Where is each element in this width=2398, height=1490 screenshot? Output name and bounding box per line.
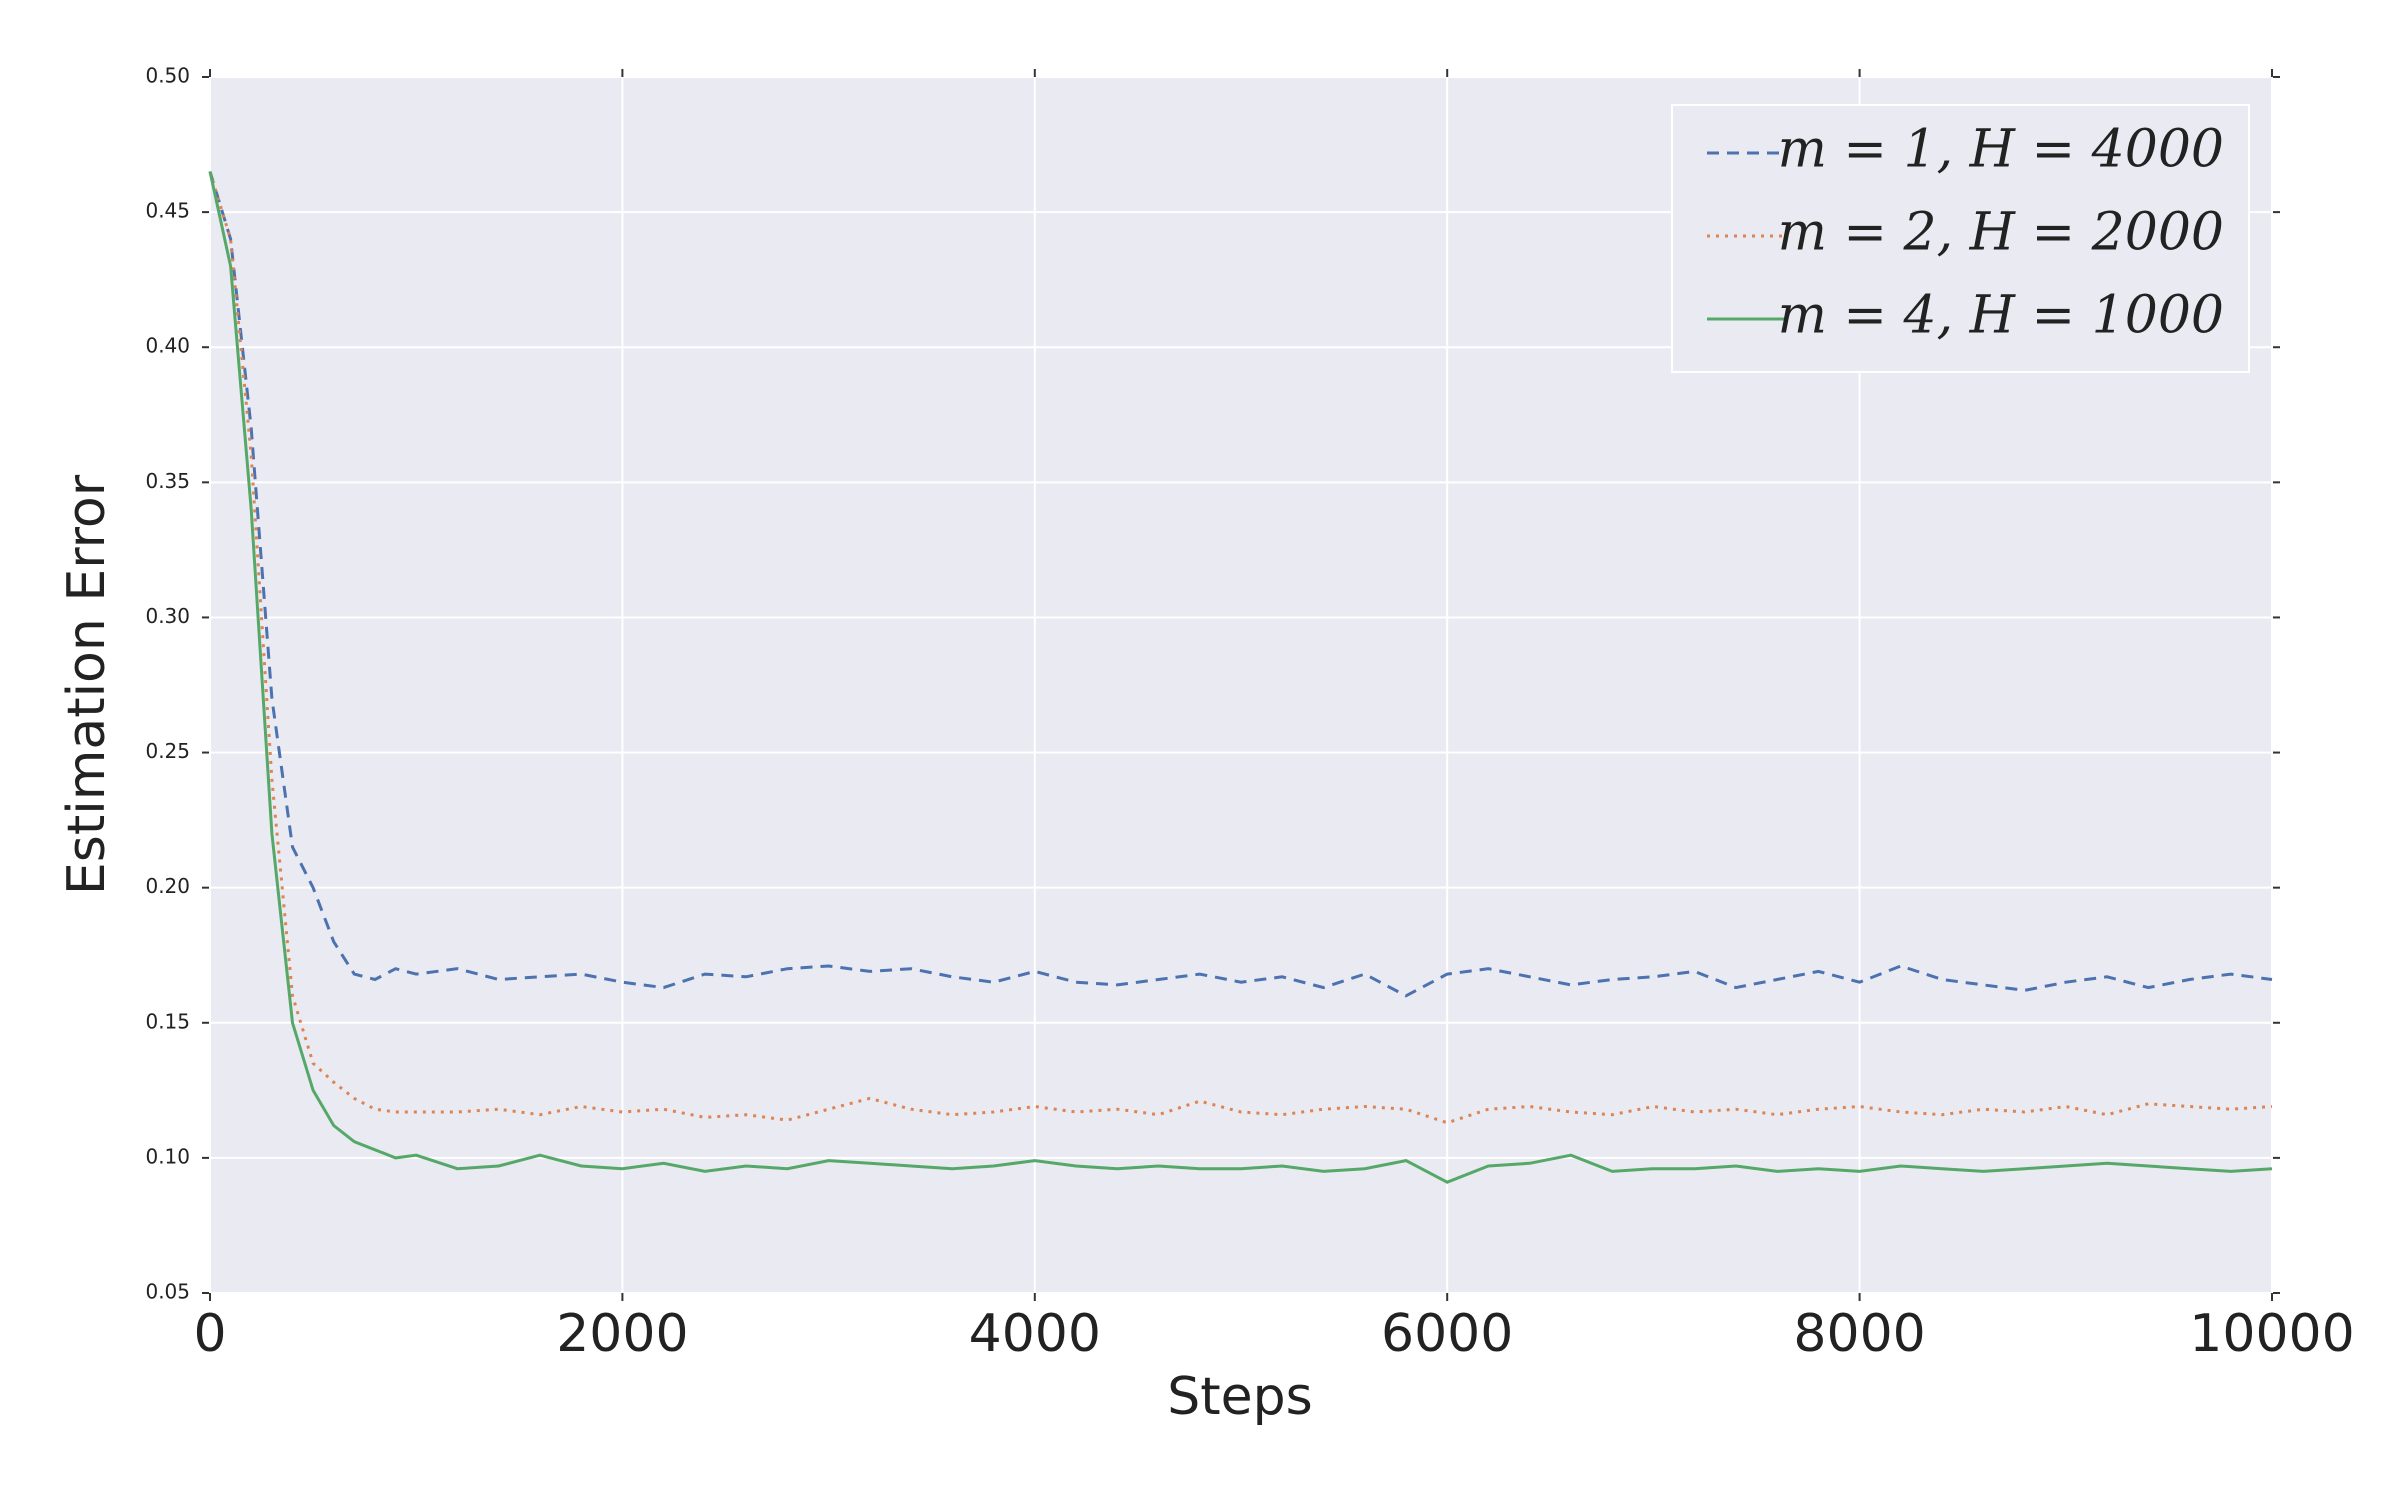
y-tick-label: 0.25 <box>145 739 190 763</box>
x-tick-label: 8000 <box>1793 1304 1925 1364</box>
legend-box <box>1671 104 2250 373</box>
y-tick-label: 0.15 <box>145 1009 190 1033</box>
series-line <box>208 171 2273 1184</box>
legend-label: m = 1, H = 4000 <box>1778 120 2224 180</box>
series-line <box>208 171 2273 998</box>
legend-label: m = 4, H = 1000 <box>1778 286 2224 346</box>
x-tick-label: 0 <box>193 1304 226 1364</box>
y-tick-label: 0.35 <box>145 469 190 493</box>
x-tick-label: 2000 <box>556 1304 688 1364</box>
y-tick-label: 0.30 <box>145 604 190 628</box>
x-tick-label: 4000 <box>969 1304 1101 1364</box>
legend-label: m = 2, H = 2000 <box>1778 203 2224 263</box>
y-tick-label: 0.20 <box>145 874 190 898</box>
x-axis-label: Steps <box>1167 1367 1313 1427</box>
y-tick-label: 0.50 <box>145 64 190 88</box>
x-tick-label: 6000 <box>1381 1304 1513 1364</box>
x-tick-label: 10000 <box>2189 1304 2354 1364</box>
y-tick-label: 0.10 <box>145 1144 190 1168</box>
y-tick-label: 0.45 <box>145 199 190 223</box>
y-tick-label: 0.40 <box>145 334 190 358</box>
y-axis-label: Estimation Error <box>57 474 117 895</box>
y-tick-label: 0.05 <box>145 1280 190 1304</box>
